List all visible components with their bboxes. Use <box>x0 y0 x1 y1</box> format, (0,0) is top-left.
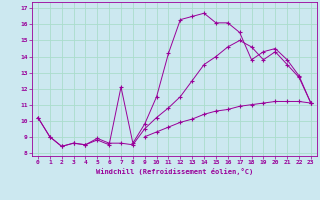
X-axis label: Windchill (Refroidissement éolien,°C): Windchill (Refroidissement éolien,°C) <box>96 168 253 175</box>
